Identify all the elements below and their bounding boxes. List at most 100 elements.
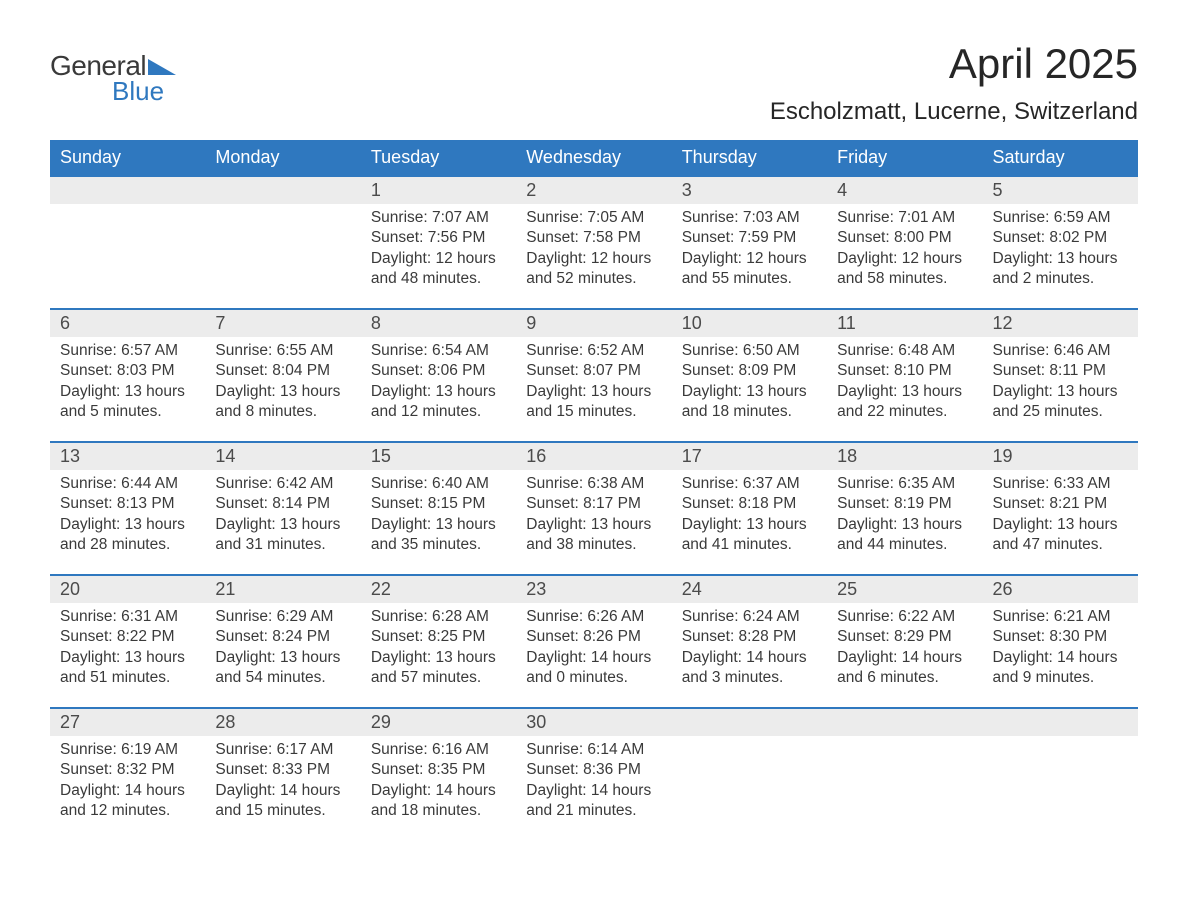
day-header-row: Sunday Monday Tuesday Wednesday Thursday… [50,140,1138,175]
daylight-text: Daylight: 14 hours and 3 minutes. [682,648,817,689]
sunrise-text: Sunrise: 6:48 AM [837,341,972,361]
daylight-text: Daylight: 13 hours and 25 minutes. [993,382,1128,423]
day-content-row: Sunrise: 6:44 AMSunset: 8:13 PMDaylight:… [50,470,1138,574]
sunrise-text: Sunrise: 6:46 AM [993,341,1128,361]
day-header: Monday [205,140,360,175]
day-cell: Sunrise: 6:48 AMSunset: 8:10 PMDaylight:… [827,337,982,441]
day-cell: Sunrise: 6:54 AMSunset: 8:06 PMDaylight:… [361,337,516,441]
day-cell [827,736,982,840]
sunrise-text: Sunrise: 6:17 AM [215,740,350,760]
day-cell: Sunrise: 6:46 AMSunset: 8:11 PMDaylight:… [983,337,1138,441]
day-cell: Sunrise: 6:40 AMSunset: 8:15 PMDaylight:… [361,470,516,574]
sunrise-text: Sunrise: 6:26 AM [526,607,661,627]
daylight-text: Daylight: 13 hours and 12 minutes. [371,382,506,423]
sunset-text: Sunset: 8:11 PM [993,361,1128,381]
week-row: 13141516171819Sunrise: 6:44 AMSunset: 8:… [50,441,1138,574]
day-cell: Sunrise: 6:35 AMSunset: 8:19 PMDaylight:… [827,470,982,574]
day-number: 24 [672,576,827,603]
sunrise-text: Sunrise: 6:42 AM [215,474,350,494]
sunrise-text: Sunrise: 6:24 AM [682,607,817,627]
daylight-text: Daylight: 13 hours and 2 minutes. [993,249,1128,290]
daylight-text: Daylight: 14 hours and 6 minutes. [837,648,972,689]
day-content-row: Sunrise: 7:07 AMSunset: 7:56 PMDaylight:… [50,204,1138,308]
day-cell: Sunrise: 6:38 AMSunset: 8:17 PMDaylight:… [516,470,671,574]
day-number: 28 [205,709,360,736]
day-number-row: 13141516171819 [50,443,1138,470]
daylight-text: Daylight: 12 hours and 52 minutes. [526,249,661,290]
daylight-text: Daylight: 13 hours and 18 minutes. [682,382,817,423]
sunrise-text: Sunrise: 7:03 AM [682,208,817,228]
daylight-text: Daylight: 14 hours and 21 minutes. [526,781,661,822]
day-cell: Sunrise: 7:05 AMSunset: 7:58 PMDaylight:… [516,204,671,308]
sunset-text: Sunset: 7:56 PM [371,228,506,248]
daylight-text: Daylight: 12 hours and 48 minutes. [371,249,506,290]
day-number-row: 12345 [50,177,1138,204]
daylight-text: Daylight: 13 hours and 47 minutes. [993,515,1128,556]
calendar: Sunday Monday Tuesday Wednesday Thursday… [50,140,1138,840]
sunset-text: Sunset: 8:09 PM [682,361,817,381]
sunrise-text: Sunrise: 6:35 AM [837,474,972,494]
day-number: 12 [983,310,1138,337]
day-number: 13 [50,443,205,470]
day-number: 17 [672,443,827,470]
day-number: 19 [983,443,1138,470]
day-cell: Sunrise: 6:44 AMSunset: 8:13 PMDaylight:… [50,470,205,574]
sunset-text: Sunset: 8:15 PM [371,494,506,514]
day-cell [50,204,205,308]
title-block: April 2025 Escholzmatt, Lucerne, Switzer… [770,40,1138,126]
sunrise-text: Sunrise: 7:05 AM [526,208,661,228]
sunset-text: Sunset: 8:10 PM [837,361,972,381]
day-number: 26 [983,576,1138,603]
sunrise-text: Sunrise: 6:40 AM [371,474,506,494]
day-cell [205,204,360,308]
day-cell: Sunrise: 6:19 AMSunset: 8:32 PMDaylight:… [50,736,205,840]
daylight-text: Daylight: 12 hours and 55 minutes. [682,249,817,290]
day-number: 15 [361,443,516,470]
sunrise-text: Sunrise: 6:55 AM [215,341,350,361]
day-number [983,709,1138,736]
sunset-text: Sunset: 8:21 PM [993,494,1128,514]
day-number: 3 [672,177,827,204]
day-header: Tuesday [361,140,516,175]
sunrise-text: Sunrise: 6:57 AM [60,341,195,361]
sunset-text: Sunset: 8:33 PM [215,760,350,780]
day-content-row: Sunrise: 6:57 AMSunset: 8:03 PMDaylight:… [50,337,1138,441]
day-header: Friday [827,140,982,175]
location: Escholzmatt, Lucerne, Switzerland [770,98,1138,126]
sunrise-text: Sunrise: 6:14 AM [526,740,661,760]
sunset-text: Sunset: 8:36 PM [526,760,661,780]
sunset-text: Sunset: 7:59 PM [682,228,817,248]
daylight-text: Daylight: 14 hours and 18 minutes. [371,781,506,822]
daylight-text: Daylight: 13 hours and 22 minutes. [837,382,972,423]
day-number [50,177,205,204]
daylight-text: Daylight: 14 hours and 12 minutes. [60,781,195,822]
week-row: 12345Sunrise: 7:07 AMSunset: 7:56 PMDayl… [50,175,1138,308]
day-cell: Sunrise: 6:29 AMSunset: 8:24 PMDaylight:… [205,603,360,707]
day-number: 23 [516,576,671,603]
sunset-text: Sunset: 8:28 PM [682,627,817,647]
day-number-row: 6789101112 [50,310,1138,337]
sunrise-text: Sunrise: 6:16 AM [371,740,506,760]
day-number: 8 [361,310,516,337]
sunset-text: Sunset: 8:19 PM [837,494,972,514]
sunset-text: Sunset: 8:07 PM [526,361,661,381]
sunset-text: Sunset: 8:18 PM [682,494,817,514]
sunset-text: Sunset: 8:25 PM [371,627,506,647]
sunset-text: Sunset: 8:24 PM [215,627,350,647]
sunrise-text: Sunrise: 6:33 AM [993,474,1128,494]
day-cell: Sunrise: 7:03 AMSunset: 7:59 PMDaylight:… [672,204,827,308]
sunset-text: Sunset: 8:03 PM [60,361,195,381]
daylight-text: Daylight: 13 hours and 35 minutes. [371,515,506,556]
day-number: 5 [983,177,1138,204]
day-number: 27 [50,709,205,736]
day-number: 9 [516,310,671,337]
daylight-text: Daylight: 13 hours and 28 minutes. [60,515,195,556]
day-number: 16 [516,443,671,470]
day-number: 30 [516,709,671,736]
sunset-text: Sunset: 8:17 PM [526,494,661,514]
day-cell: Sunrise: 7:01 AMSunset: 8:00 PMDaylight:… [827,204,982,308]
daylight-text: Daylight: 13 hours and 5 minutes. [60,382,195,423]
day-header: Saturday [983,140,1138,175]
sunset-text: Sunset: 8:35 PM [371,760,506,780]
sunrise-text: Sunrise: 6:21 AM [993,607,1128,627]
